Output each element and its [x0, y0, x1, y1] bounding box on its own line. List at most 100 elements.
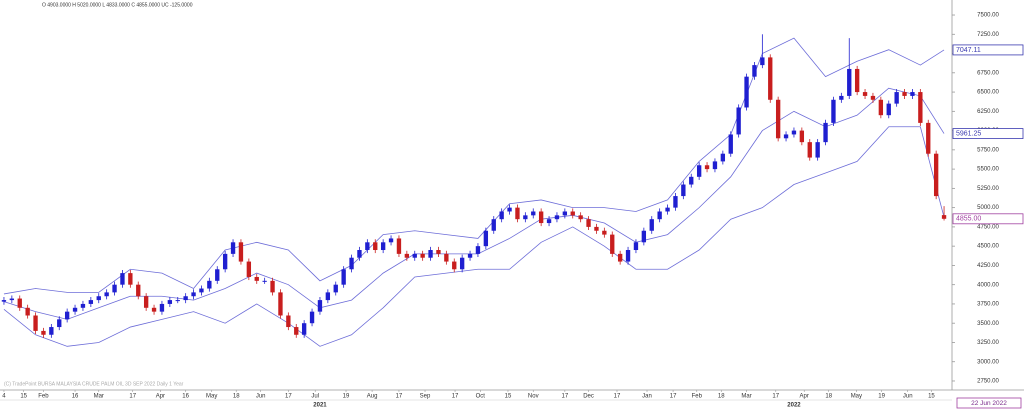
candle-body — [57, 319, 62, 328]
candle-body — [633, 242, 639, 251]
candle-body — [554, 215, 560, 220]
candle-body — [33, 315, 38, 331]
year-label: 2022 — [787, 403, 801, 409]
y-tick-label: 4750.00 — [977, 224, 999, 230]
candle-body — [380, 242, 386, 251]
candle-body — [649, 219, 654, 231]
candle-body — [120, 273, 125, 285]
candle-body — [262, 280, 267, 282]
x-tick-label: Jun — [256, 394, 266, 400]
candle-body — [720, 153, 726, 162]
price-tag — [952, 128, 1024, 139]
candle-body — [491, 219, 496, 231]
x-tick-label: 17 — [562, 394, 569, 400]
candle-body — [136, 284, 141, 297]
x-tick-label: Mar — [741, 394, 751, 400]
candle-body — [918, 92, 923, 123]
candle-body — [625, 250, 631, 262]
x-tick-label: 17 — [285, 394, 292, 400]
candle-body — [222, 253, 228, 270]
price-tag — [952, 44, 1024, 56]
candle-body — [515, 207, 520, 220]
candle-body — [712, 161, 718, 170]
candle-body — [80, 303, 86, 308]
x-tick-label: 19 — [343, 394, 350, 400]
candle-body — [301, 323, 307, 335]
candle-body — [799, 130, 805, 143]
candle-body — [104, 292, 109, 297]
x-tick-label: Jul — [311, 394, 319, 400]
candle-body — [373, 242, 378, 251]
candle-body — [847, 68, 852, 96]
candle-body — [570, 211, 575, 216]
y-tick-label: 7250.00 — [977, 32, 999, 38]
y-tick-label: 5500.00 — [977, 167, 999, 173]
candle-body — [183, 296, 188, 301]
candle-body — [396, 238, 402, 254]
candle-body — [17, 298, 22, 308]
candle-body — [862, 92, 868, 96]
bollinger-upper — [3, 37, 945, 295]
candle-body — [657, 211, 662, 220]
candle-body — [467, 253, 473, 258]
price-tag-label: 5961.25 — [956, 130, 981, 137]
x-tick-label: May — [851, 394, 862, 400]
candle-body — [207, 280, 212, 289]
y-tick-label: 6750.00 — [977, 70, 999, 76]
candle-body — [854, 68, 860, 93]
candle-body — [586, 219, 591, 227]
candle-body — [64, 311, 70, 320]
y-tick-label: 4000.00 — [977, 282, 999, 288]
candle-body — [191, 292, 196, 297]
candle-body — [531, 211, 536, 216]
x-tick-label: Feb — [38, 394, 49, 400]
x-tick-label: Aug — [367, 394, 378, 400]
candle-body — [744, 76, 749, 108]
candle-body — [175, 300, 180, 302]
x-tick-label: 17 — [396, 394, 403, 400]
candle-body — [88, 300, 94, 304]
date-tag — [956, 397, 1022, 409]
price-tag-label: 7047.11 — [956, 47, 981, 54]
candle-body — [230, 242, 236, 254]
x-tick-label: 17 — [670, 394, 677, 400]
candle-body — [602, 230, 607, 235]
candle-body — [768, 57, 773, 100]
x-tick-label: 15 — [928, 394, 935, 400]
y-tick-label: 3500.00 — [977, 321, 999, 327]
price-tag-label: 4855.00 — [956, 216, 981, 223]
x-tick-label: 16 — [182, 394, 189, 400]
x-tick-label: Apr — [156, 394, 165, 400]
candle-body — [428, 250, 433, 258]
candle-body — [388, 238, 394, 243]
candle-body — [791, 130, 797, 135]
candle-body — [562, 211, 568, 216]
candle-body — [254, 276, 259, 281]
candle-body — [444, 253, 449, 262]
candle-body — [452, 261, 457, 270]
x-tick-label: Nov — [528, 394, 539, 400]
candle-body — [167, 300, 173, 304]
candle-body — [420, 253, 425, 258]
x-tick-label: Dec — [583, 394, 594, 400]
candle-body — [349, 257, 354, 270]
candle-body — [215, 269, 220, 281]
candle-body — [673, 196, 678, 208]
x-tick-label: Feb — [692, 394, 703, 400]
candle-body — [96, 296, 101, 301]
candle-body — [886, 103, 891, 116]
candle-body — [25, 307, 30, 316]
candle-body — [475, 246, 481, 254]
y-tick-label: 4250.00 — [977, 263, 999, 269]
candle-body — [151, 307, 157, 312]
candle-body — [894, 92, 899, 104]
x-tick-label: 4 — [2, 394, 6, 400]
x-tick-label: Jun — [903, 394, 913, 400]
x-tick-label: 15 — [20, 394, 27, 400]
candle-body — [270, 280, 275, 293]
y-tick-label: 3750.00 — [977, 302, 999, 308]
candle-body — [365, 242, 370, 251]
candle-body — [309, 311, 315, 324]
x-tick-label: Mar — [94, 394, 104, 400]
